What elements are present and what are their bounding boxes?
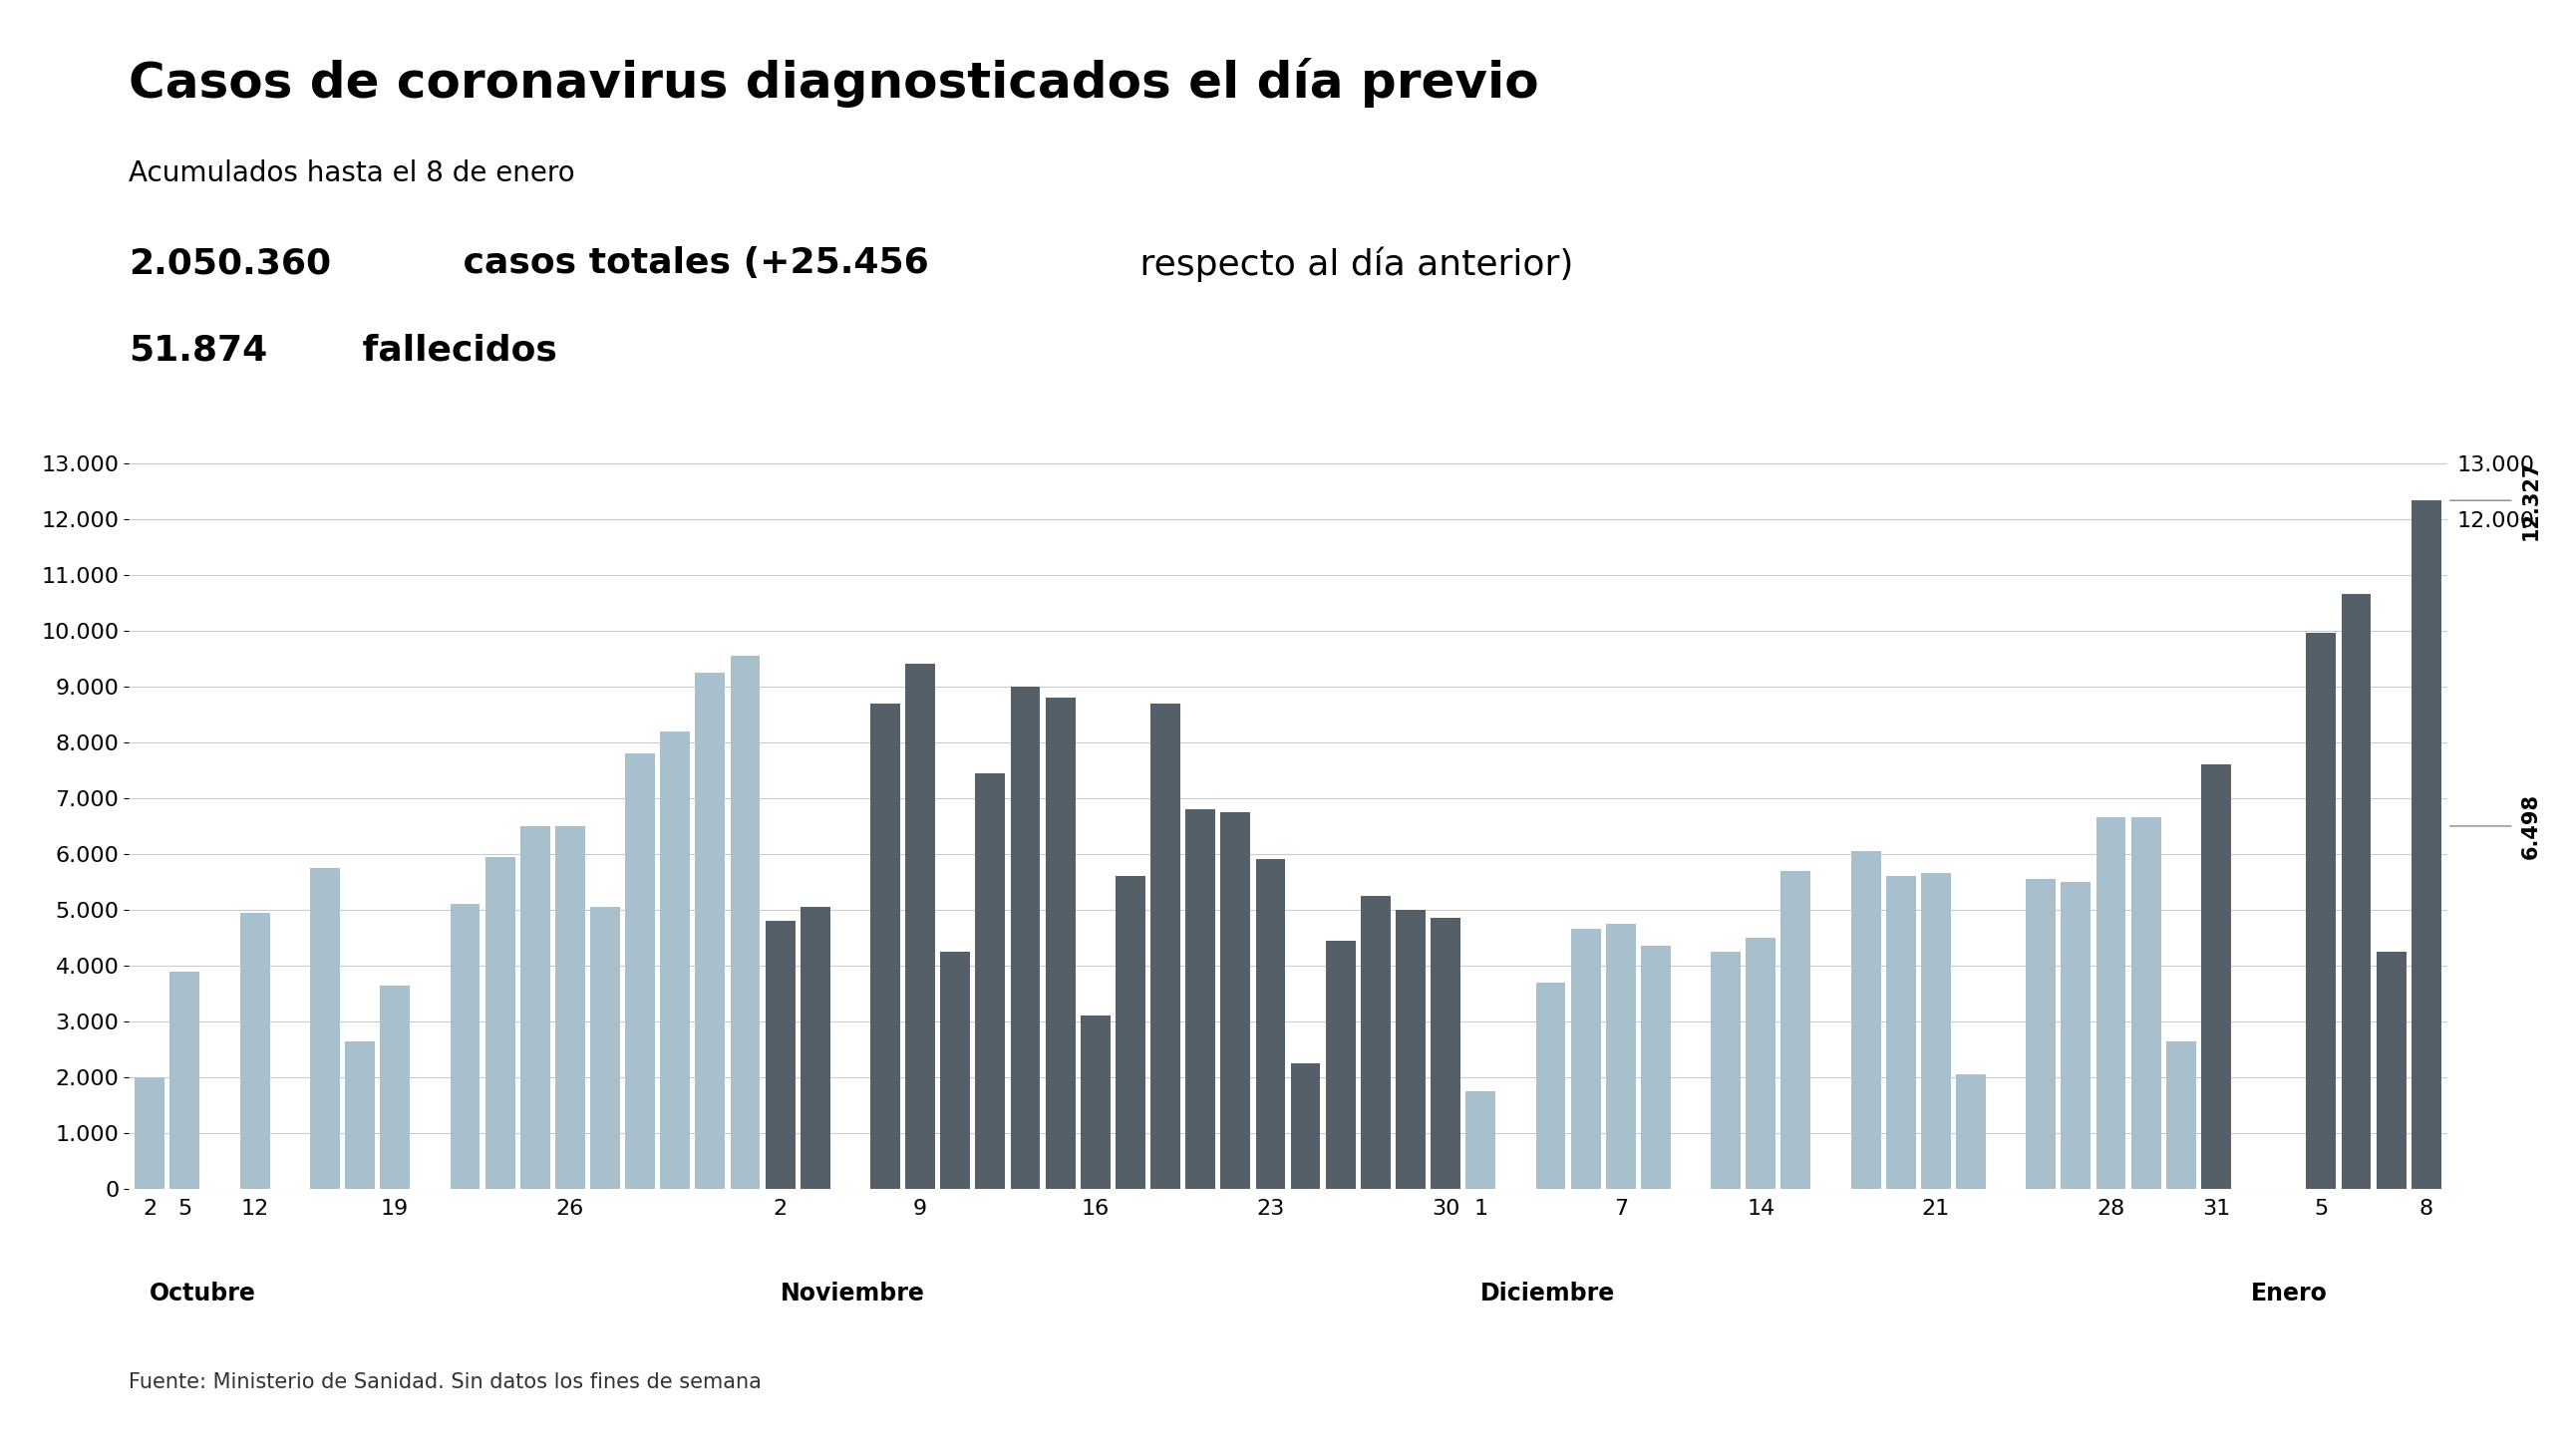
Bar (2130, 818, 2161, 1189)
Bar (1046, 697, 1074, 1189)
Bar (904, 664, 935, 1189)
Bar (1430, 918, 1461, 1189)
Text: Diciembre: Diciembre (1481, 1282, 1615, 1305)
Bar (2166, 1041, 2195, 1189)
Text: 51.874: 51.874 (129, 334, 268, 367)
Text: Enero: Enero (2251, 1282, 2329, 1305)
Text: casos totales (+25.456: casos totales (+25.456 (451, 247, 930, 280)
Bar (801, 906, 829, 1189)
Bar (1221, 812, 1249, 1189)
Bar (2411, 500, 2442, 1189)
Bar (2375, 951, 2406, 1189)
Text: Casos de coronavirus diagnosticados el día previo: Casos de coronavirus diagnosticados el d… (129, 58, 1538, 107)
Bar (1151, 703, 1180, 1189)
Bar (1922, 873, 1950, 1189)
Bar (2342, 594, 2370, 1189)
Bar (2097, 818, 2125, 1189)
Text: fallecidos: fallecidos (350, 334, 556, 367)
Bar (345, 1041, 376, 1189)
Bar (1852, 851, 1880, 1189)
Bar (1010, 686, 1041, 1189)
Bar (1327, 941, 1355, 1189)
Bar (2306, 634, 2336, 1189)
Bar (1605, 924, 1636, 1189)
Bar (520, 826, 549, 1189)
Bar (1185, 809, 1216, 1189)
Bar (1710, 951, 1741, 1189)
Bar (626, 754, 654, 1189)
Text: 6.498: 6.498 (2522, 793, 2540, 858)
Bar (1360, 896, 1391, 1189)
Bar (484, 857, 515, 1189)
Bar (940, 951, 971, 1189)
Bar (2027, 879, 2056, 1189)
Bar (729, 655, 760, 1189)
Text: Fuente: Ministerio de Sanidad. Sin datos los fines de semana: Fuente: Ministerio de Sanidad. Sin datos… (129, 1372, 762, 1392)
Bar (309, 869, 340, 1189)
Bar (1396, 909, 1425, 1189)
Bar (1780, 870, 1811, 1189)
Bar (170, 972, 201, 1189)
Bar (1115, 876, 1146, 1189)
Bar (381, 985, 410, 1189)
Bar (1641, 945, 1672, 1189)
Bar (2200, 764, 2231, 1189)
Bar (590, 906, 621, 1189)
Bar (1466, 1092, 1497, 1189)
Bar (1955, 1074, 1986, 1189)
Text: Acumulados hasta el 8 de enero: Acumulados hasta el 8 de enero (129, 160, 574, 187)
Bar (1535, 982, 1566, 1189)
Text: 12.327: 12.327 (2522, 461, 2540, 541)
Bar (1079, 1016, 1110, 1189)
Text: respecto al día anterior): respecto al día anterior) (1128, 247, 1574, 281)
Bar (696, 673, 724, 1189)
Bar (976, 773, 1005, 1189)
Bar (1886, 876, 1917, 1189)
Text: 2.050.360: 2.050.360 (129, 247, 332, 280)
Bar (1255, 860, 1285, 1189)
Bar (134, 1077, 165, 1189)
Bar (1747, 938, 1775, 1189)
Bar (2061, 882, 2092, 1189)
Bar (871, 703, 899, 1189)
Bar (659, 731, 690, 1189)
Bar (451, 905, 479, 1189)
Bar (1291, 1063, 1321, 1189)
Bar (1571, 929, 1600, 1189)
Text: Octubre: Octubre (149, 1282, 258, 1305)
Bar (240, 912, 270, 1189)
Bar (556, 826, 585, 1189)
Text: Noviembre: Noviembre (781, 1282, 925, 1305)
Bar (765, 921, 796, 1189)
